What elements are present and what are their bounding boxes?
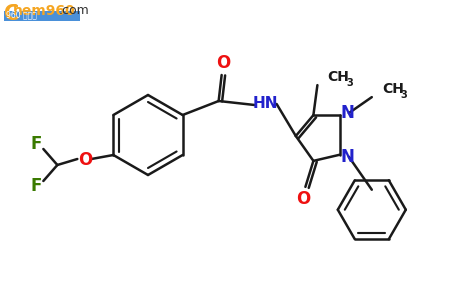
Text: 3: 3	[346, 78, 353, 88]
Text: N: N	[341, 148, 355, 166]
Text: .com: .com	[59, 4, 90, 17]
Bar	[4, 11, 80, 21]
Text: CH: CH	[382, 82, 404, 96]
Text: hem960: hem960	[13, 4, 76, 18]
Text: O: O	[78, 151, 92, 169]
Text: O: O	[217, 54, 231, 72]
Text: O: O	[296, 190, 310, 208]
Text: 3: 3	[401, 90, 408, 100]
Text: F: F	[31, 177, 42, 195]
Text: 960 化工网: 960 化工网	[6, 11, 37, 20]
Text: N: N	[341, 104, 355, 122]
Text: CH: CH	[328, 70, 349, 84]
Text: C: C	[4, 4, 19, 24]
Text: HN: HN	[253, 96, 278, 112]
Text: F: F	[31, 135, 42, 153]
